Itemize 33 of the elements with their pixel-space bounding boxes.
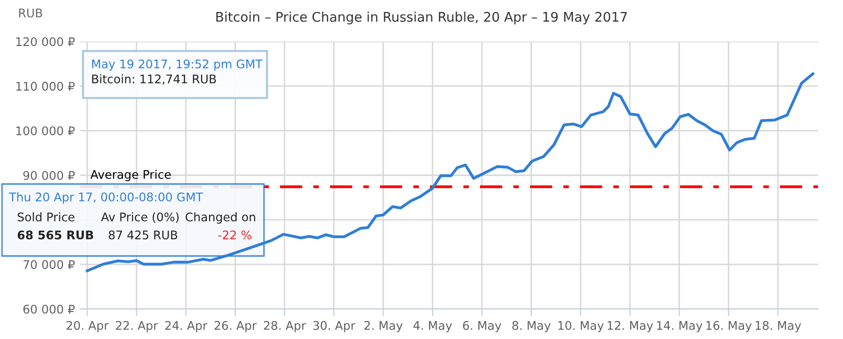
x-tick-label: 22. Apr [116,321,158,332]
x-tick-label: 18. May [756,321,802,332]
y-tick-label: 70 000 ₽ [24,260,75,270]
x-tick-label: 4. May [413,321,452,332]
annotation: Bitcoin: 112,741 RUB [92,74,216,85]
x-tick-label: 6. May [463,321,502,332]
annotation: Av Price (0%) [101,212,179,223]
ref-line-label: Average Price [90,170,171,182]
y-axis-title: RUB [19,8,42,18]
y-tick-label: 60 000 ₽ [23,304,75,314]
annotation: -22 % [218,230,252,240]
x-tick-label: 30. Apr [313,321,356,332]
text: Sold Price [18,212,74,222]
x-tick-label: 12. May [608,321,654,332]
y-tick-label: 100 000 ₽ [16,126,75,136]
x-tick-label: 8. May [512,321,551,332]
annotation: 87 425 RUB [108,230,178,240]
annotation: Changed on [186,212,256,224]
x-tick-label: 28. Apr [264,321,306,332]
annotation: Thu 20 Apr 17, 00:00-08:00 GMT [8,192,204,204]
x-tick-label: 16. May [706,321,752,332]
x-tick-label: 10. May [558,321,604,332]
y-tick-label: 120 000 ₽ [16,37,75,46]
y-tick-label: 90 000 ₽ [23,170,75,180]
x-tick-label: 2. May [364,321,403,332]
chart-title: Bitcoin – Price Change in Russian Ruble, 20 Apr – 19 May 2017 [216,12,627,24]
x-tick-label: 26. Apr [214,321,257,332]
annotation: May 19 2017, 19:52 pm GMT [92,59,263,71]
x-tick-label: 20. Apr [66,321,109,332]
x-tick-label: 14. May [657,321,702,332]
y-tick-label: 110 000 ₽ [16,82,75,91]
annotation: 68 565 RUB [18,230,94,240]
x-tick-label: 24. Apr [165,321,208,332]
